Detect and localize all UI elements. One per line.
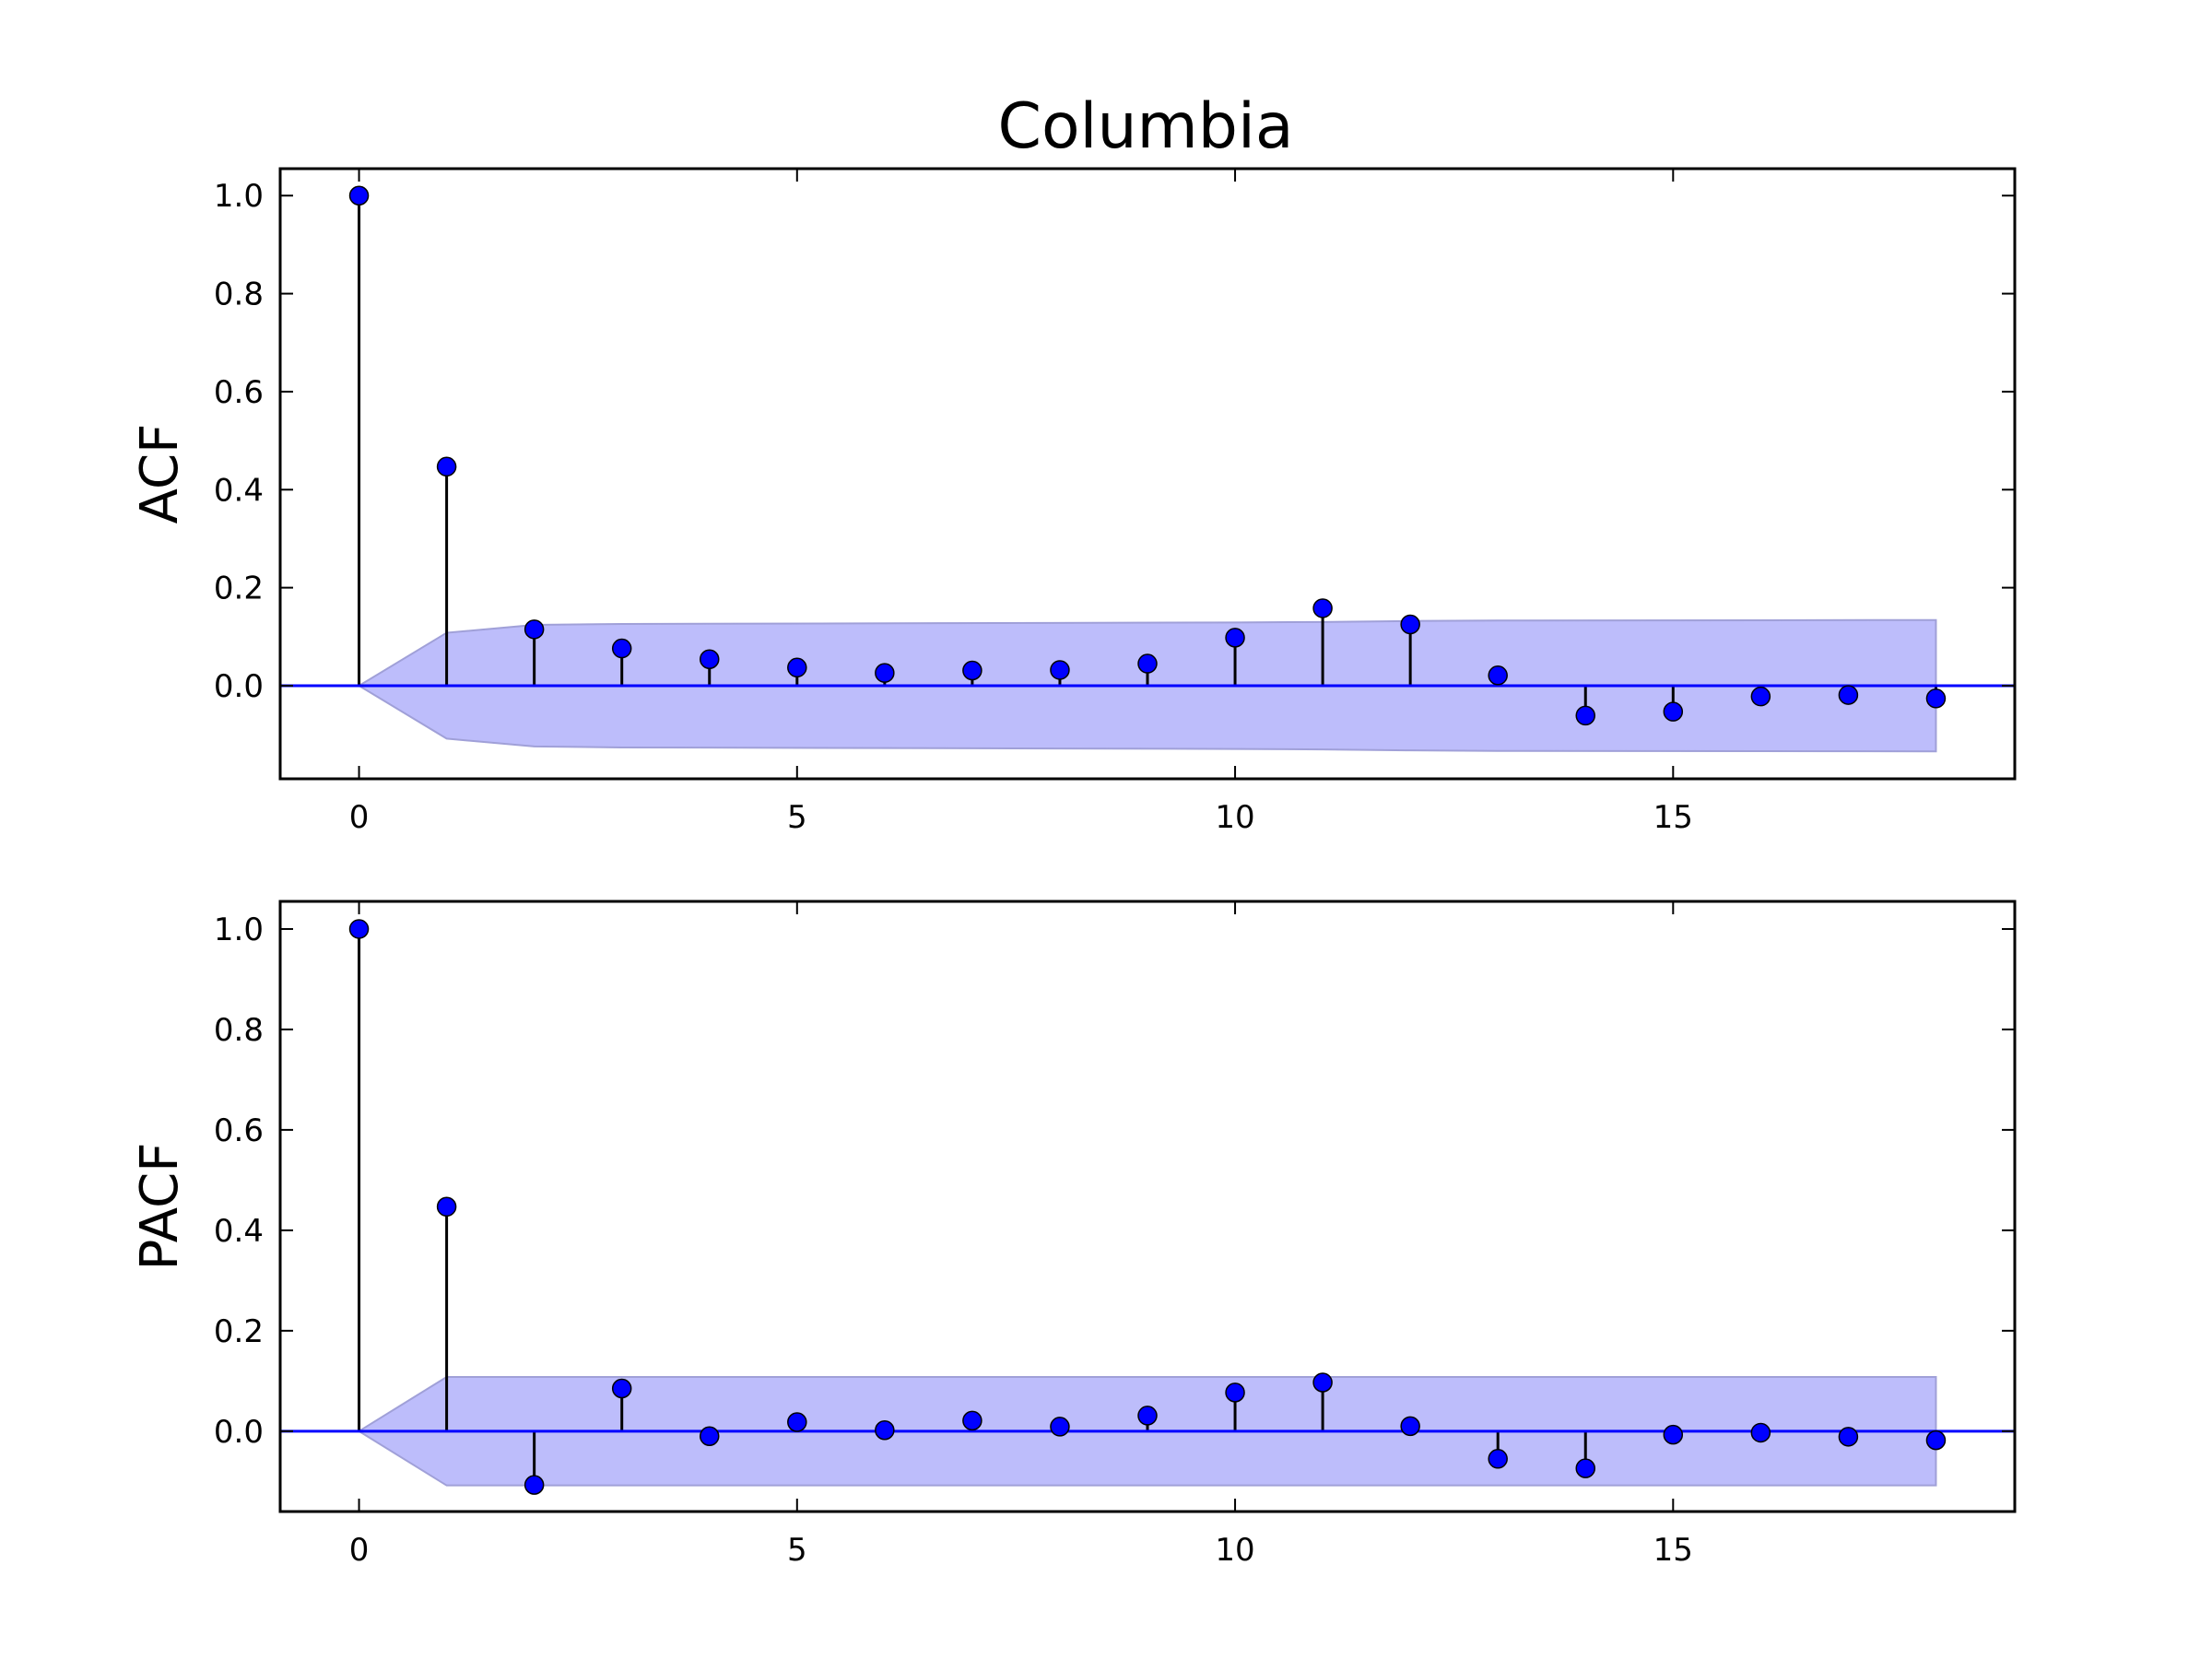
pacf-panel: 0.0 0.2 0.4 0.6 0.8 1.0 0 5 10 15 PACF [130, 900, 2017, 1569]
acf-point [787, 657, 807, 678]
pacf-x-tick-label: 15 [1653, 1532, 1693, 1569]
acf-point [962, 660, 982, 681]
pacf-y-tick-label: 0.0 [214, 1414, 264, 1451]
acf-point [1575, 705, 1596, 726]
acf-y-tick-label: 0.6 [214, 374, 264, 411]
acf-point [875, 663, 895, 683]
acf-x-tick-label: 10 [1215, 799, 1254, 836]
pacf-x-tick-label: 5 [787, 1532, 807, 1569]
acf-y-tick-label: 0.4 [214, 472, 264, 509]
pacf-point [1663, 1424, 1684, 1445]
pacf-axes-frame [278, 900, 2017, 1513]
acf-point [1312, 598, 1333, 618]
pacf-x-tick-label: 0 [349, 1532, 370, 1569]
pacf-point [1750, 1422, 1771, 1443]
acf-point [1488, 665, 1508, 686]
acf-axes-frame [278, 167, 2017, 781]
pacf-y-tick-label: 0.8 [214, 1012, 264, 1049]
pacf-point [1312, 1372, 1333, 1393]
pacf-point [611, 1378, 632, 1399]
pacf-y-tick-label: 0.4 [214, 1213, 264, 1250]
pacf-y-axis-label: PACF [130, 1143, 190, 1271]
acf-point [611, 638, 632, 659]
pacf-y-tick-label: 0.2 [214, 1313, 264, 1350]
pacf-y-tick-label: 0.6 [214, 1112, 264, 1149]
acf-point [1663, 701, 1684, 722]
pacf-point [1838, 1427, 1859, 1447]
acf-point [348, 185, 370, 206]
acf-point [1050, 660, 1070, 680]
acf-y-tick-label: 1.0 [214, 178, 264, 215]
acf-point [436, 456, 457, 477]
acf-point [1750, 686, 1771, 707]
chart-title: Columbia [997, 90, 1293, 163]
acf-point [524, 619, 545, 640]
pacf-x-tick-label: 10 [1215, 1532, 1254, 1569]
pacf-point [962, 1410, 982, 1431]
pacf-point [787, 1412, 807, 1432]
pacf-point [1575, 1458, 1596, 1478]
pacf-point [1488, 1449, 1508, 1469]
acf-point [1137, 653, 1158, 674]
pacf-point [1137, 1406, 1158, 1426]
pacf-point [1050, 1417, 1070, 1437]
acf-y-tick-label: 0.2 [214, 571, 264, 607]
acf-point [1225, 628, 1245, 648]
acf-panel: 0.0 0.2 0.4 0.6 0.8 1.0 0 5 10 15 ACF [130, 167, 2017, 836]
pacf-y-tick-label: 1.0 [214, 912, 264, 948]
acf-point [1838, 685, 1859, 705]
pacf-point [524, 1475, 545, 1495]
acf-point [1925, 688, 1947, 709]
pacf-point [1925, 1430, 1947, 1451]
pacf-point [348, 919, 370, 939]
acf-y-tick-label: 0.0 [214, 668, 264, 705]
acf-y-axis-label: ACF [130, 424, 190, 524]
acf-point [699, 649, 720, 670]
acf-x-tick-label: 5 [787, 799, 807, 836]
acf-x-tick-label: 15 [1653, 799, 1693, 836]
pacf-point [436, 1196, 457, 1218]
pacf-point [1400, 1416, 1420, 1437]
pacf-point [1225, 1382, 1245, 1403]
acf-point [1400, 614, 1420, 635]
acf-x-tick-label: 0 [349, 799, 370, 836]
pacf-point [699, 1426, 720, 1447]
pacf-point [875, 1419, 895, 1441]
acf-y-tick-label: 0.8 [214, 276, 264, 313]
